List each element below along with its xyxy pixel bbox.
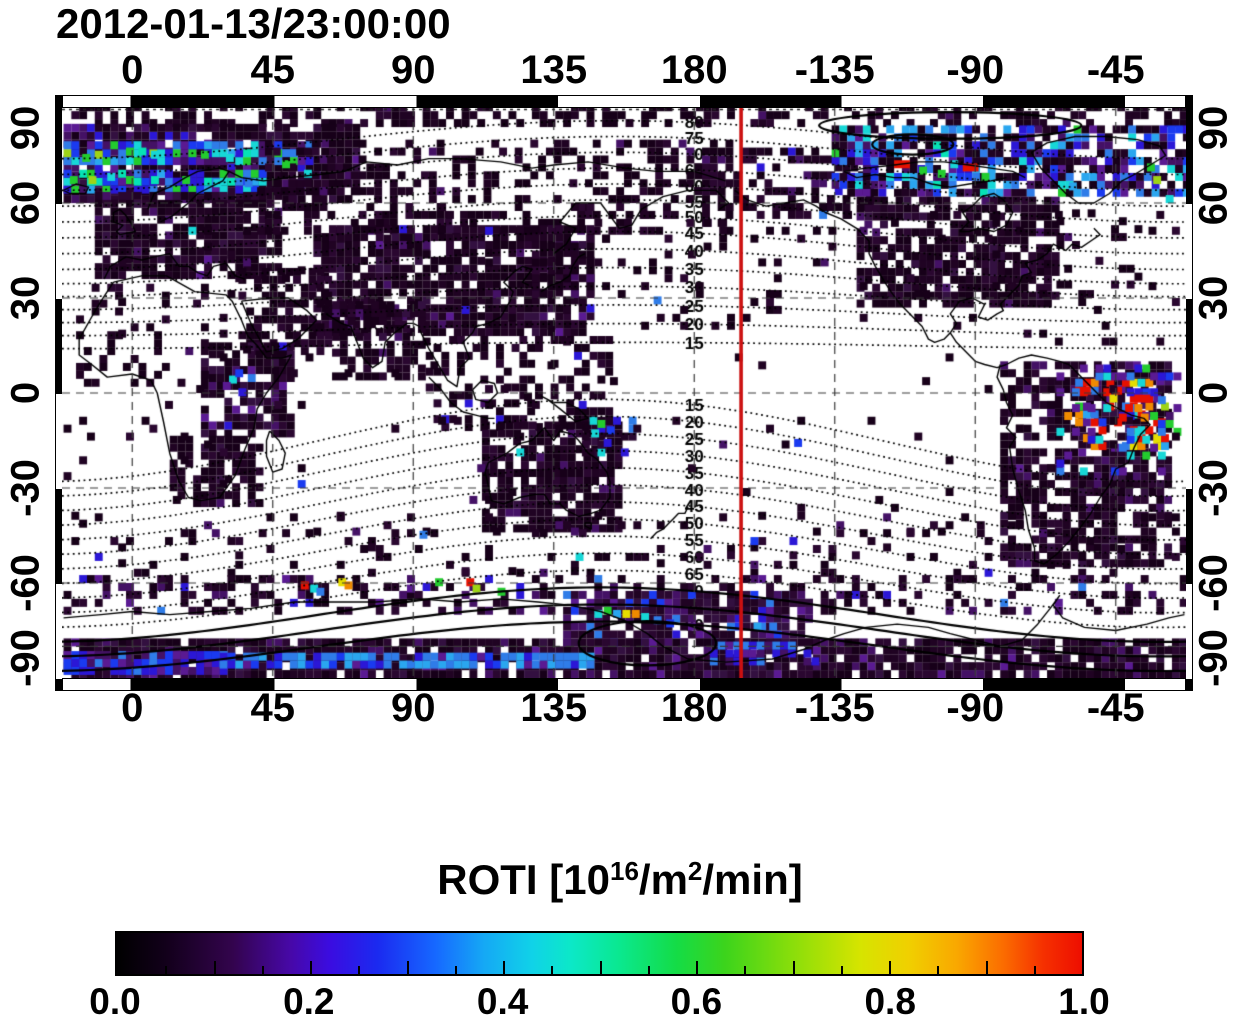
colorbar [115, 931, 1084, 976]
colorbar-tick-label: 0.0 [89, 981, 141, 1022]
colorbar-tick-label: 0.8 [864, 981, 916, 1022]
colorbar-title-suffix: /min] [702, 856, 803, 903]
colorbar-tick [696, 961, 698, 974]
colorbar-title-prefix: ROTI [10 [437, 856, 610, 903]
x-axis-label-bottom: 180 [660, 686, 728, 730]
y-axis-label-left: -90 [3, 629, 48, 687]
y-axis-label-left: 30 [3, 275, 48, 321]
colorbar-title-exp1: 16 [609, 856, 639, 886]
colorbar-tick [599, 961, 602, 974]
colorbar-title-exp2: 2 [687, 856, 703, 886]
y-axis-label-left: -60 [3, 554, 48, 612]
map-frame-top [55, 95, 1193, 108]
colorbar-tick [503, 961, 505, 974]
x-axis-label-bottom: 90 [391, 686, 436, 730]
y-axis-label-right: 60 [1191, 180, 1236, 226]
x-axis-label-top: -135 [794, 48, 875, 92]
x-axis-label-bottom: 45 [250, 686, 296, 730]
y-axis-label-right: 90 [1191, 105, 1236, 151]
colorbar-title-mid: /m [638, 856, 688, 903]
colorbar-tick [1033, 966, 1036, 974]
colorbar-tick [358, 966, 361, 974]
colorbar-title: ROTI [1016/m2/min] [0, 856, 1240, 904]
colorbar-tick [840, 966, 843, 974]
x-axis-label-top: -90 [946, 48, 1005, 92]
colorbar-tick [165, 966, 168, 974]
x-axis-label-bottom: -45 [1086, 686, 1145, 730]
colorbar-tick [406, 961, 409, 974]
map-frame-bottom [55, 678, 1193, 691]
colorbar-tick-label: 1.0 [1058, 981, 1110, 1022]
y-axis-label-left: 0 [3, 381, 48, 405]
colorbar-tick [454, 966, 457, 974]
colorbar-tick [985, 961, 988, 974]
colorbar-tick [744, 966, 747, 974]
x-axis-label-bottom: 135 [520, 686, 588, 730]
x-axis-label-top: -45 [1086, 48, 1145, 92]
x-axis-label-bottom: -135 [794, 686, 875, 730]
y-axis-label-right: 0 [1191, 381, 1236, 405]
colorbar-tick [647, 966, 650, 974]
plot-title: 2012-01-13/23:00:00 [56, 0, 451, 47]
map-canvas [62, 108, 1186, 678]
x-axis-label-bottom: -90 [946, 686, 1005, 730]
colorbar-tick-label: 0.6 [670, 981, 723, 1022]
x-axis-label-bottom: 0 [121, 686, 144, 730]
colorbar-tick-label: 0.2 [283, 981, 335, 1022]
colorbar-tick [937, 966, 940, 974]
y-axis-label-right: -60 [1191, 554, 1236, 612]
y-axis-label-right: -90 [1191, 629, 1236, 687]
colorbar-tick [551, 966, 554, 974]
y-axis-label-left: -30 [3, 459, 48, 517]
y-axis-label-left: 60 [3, 180, 48, 226]
y-axis-label-left: 90 [3, 105, 48, 151]
y-axis-label-right: -30 [1191, 459, 1236, 517]
x-axis-label-top: 90 [391, 48, 436, 92]
x-axis-label-top: 135 [520, 48, 588, 92]
colorbar-tick [792, 961, 795, 974]
x-axis-label-top: 180 [660, 48, 728, 92]
colorbar-tick-label: 0.4 [476, 981, 529, 1022]
x-axis-label-top: 0 [121, 48, 144, 92]
colorbar-tick [310, 961, 312, 974]
y-axis-label-right: 30 [1191, 275, 1236, 321]
colorbar-tick [213, 961, 216, 974]
colorbar-tick [889, 961, 891, 974]
x-axis-label-top: 45 [250, 48, 296, 92]
colorbar-tick [261, 966, 264, 974]
